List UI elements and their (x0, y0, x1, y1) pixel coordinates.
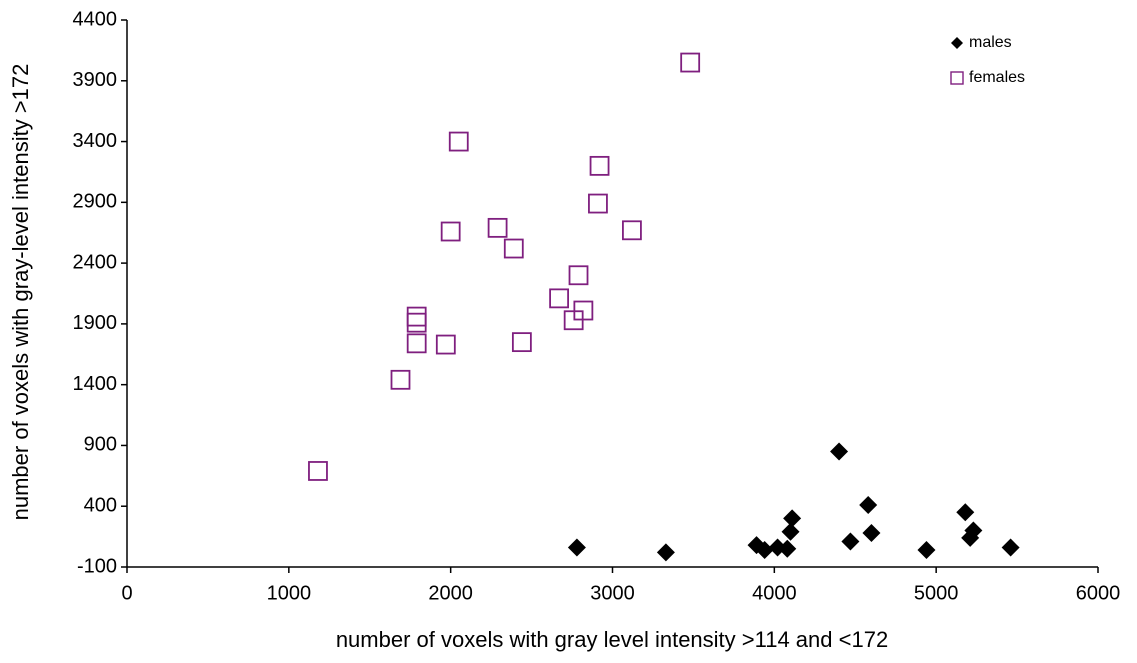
point (680, 52, 701, 73)
y-tick-label: 4400 (73, 8, 118, 30)
x-tick-label: 1000 (267, 582, 312, 604)
point (778, 539, 797, 558)
y-tick-label: 2900 (73, 191, 118, 213)
point (308, 461, 328, 481)
point (435, 334, 456, 355)
x-tick-label: 0 (121, 582, 132, 604)
point (656, 543, 675, 562)
point (568, 265, 589, 286)
point (1001, 538, 1020, 557)
point (448, 131, 469, 152)
y-tick-label: -100 (77, 555, 117, 577)
point (862, 523, 881, 542)
point (549, 288, 569, 309)
point (487, 217, 508, 238)
x-tick-label: 3000 (590, 582, 635, 604)
point (567, 538, 586, 557)
point (830, 442, 849, 461)
x-tick-label: 4000 (752, 582, 797, 604)
legend-label: females (969, 69, 1025, 86)
point (406, 333, 427, 354)
point (511, 332, 532, 353)
point (917, 540, 936, 559)
y-tick-label: 3400 (73, 130, 118, 152)
y-tick-label: 1400 (73, 373, 118, 395)
x-tick-label: 6000 (1076, 582, 1121, 604)
point (440, 221, 461, 242)
y-axis-title: number of voxels with gray-level intensi… (8, 64, 33, 521)
point (781, 522, 800, 541)
point (841, 532, 860, 551)
point (755, 540, 774, 559)
point (859, 496, 878, 515)
legend-label: males (969, 34, 1012, 51)
point (588, 193, 608, 214)
point (503, 238, 524, 259)
x-tick-label: 2000 (428, 582, 473, 604)
point (589, 155, 610, 176)
point (406, 312, 427, 333)
point (390, 369, 411, 390)
y-tick-label: 3900 (73, 69, 118, 91)
point (622, 220, 642, 241)
y-tick-label: 2400 (73, 251, 118, 273)
point (406, 306, 427, 327)
x-tick-label: 5000 (914, 582, 959, 604)
legend-marker (950, 71, 964, 85)
point (956, 503, 975, 522)
y-tick-label: 400 (84, 495, 117, 517)
point (783, 509, 802, 528)
point (563, 310, 584, 331)
legend-marker (951, 37, 963, 49)
point (964, 521, 983, 540)
y-tick-label: 900 (84, 434, 117, 456)
x-axis-title: number of voxels with gray level intensi… (336, 627, 888, 652)
y-tick-label: 1900 (73, 312, 118, 334)
